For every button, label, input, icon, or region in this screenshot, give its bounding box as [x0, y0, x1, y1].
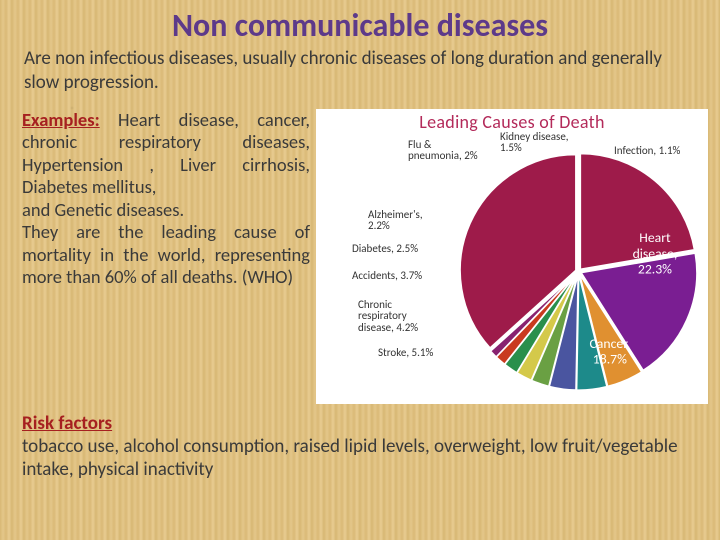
pie-chart: Leading Causes of Death Heartdisease,22.…	[316, 109, 708, 404]
examples-paragraph: Examples: Heart disease, cancer, chronic…	[22, 109, 310, 199]
intro-text: Are non infectious diseases, usually chr…	[0, 45, 720, 95]
risk-heading: Risk factors	[22, 412, 698, 435]
callout: Kidney disease,1.5%	[500, 131, 569, 154]
callout: Accidents, 3.7%	[352, 270, 422, 282]
callout: Flu &pneumonia, 2%	[408, 139, 478, 162]
callout: Alzheimer's,2.2%	[368, 209, 423, 232]
examples-label: Examples:	[22, 108, 100, 131]
risk-body: tobacco use, alcohol consumption, raised…	[22, 435, 698, 481]
content-row: Examples: Heart disease, cancer, chronic…	[0, 95, 720, 404]
left-column: Examples: Heart disease, cancer, chronic…	[22, 109, 310, 404]
callouts-layer: Stroke, 5.1% Chronicrespiratorydisease, 4…	[316, 109, 708, 404]
callout: Chronicrespiratorydisease, 4.2%	[358, 299, 418, 334]
callout: Diabetes, 2.5%	[352, 243, 418, 255]
examples-body-b: and Genetic diseases.	[22, 199, 310, 222]
callout: Infection, 1.1%	[614, 145, 680, 157]
examples-body-c: They are the leading cause of mortality …	[22, 221, 310, 289]
risk-block: Risk factors tobacco use, alcohol consum…	[0, 404, 720, 482]
page-title: Non communicable diseases	[0, 0, 720, 45]
callout: Stroke, 5.1%	[378, 347, 433, 359]
